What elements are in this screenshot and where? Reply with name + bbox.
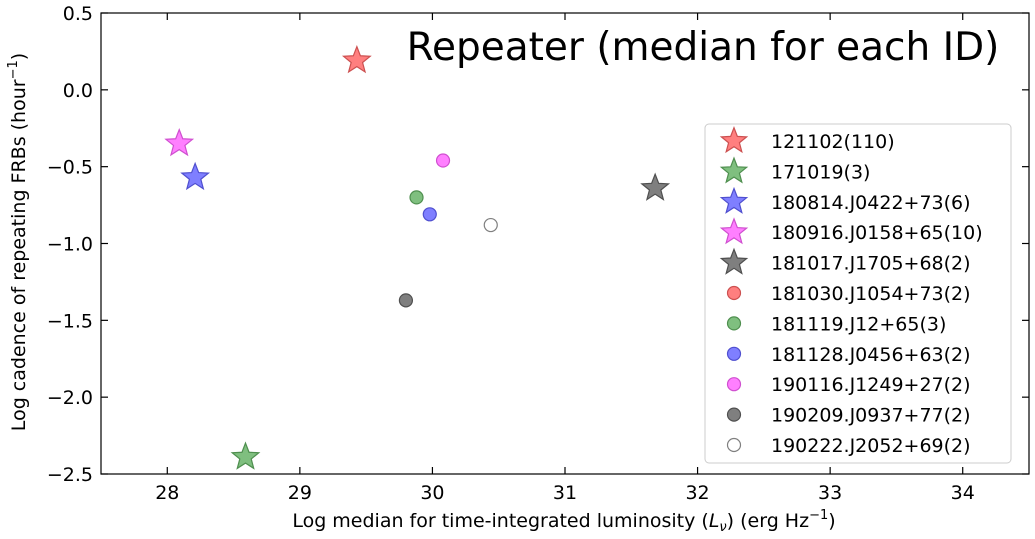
star-point [640, 172, 671, 201]
x-tick-label: 31 [553, 482, 577, 504]
legend: 121102(110) 171019(3) 180814.J0422+73(6) 18… [704, 123, 1012, 464]
legend-marker [726, 316, 742, 331]
circle-point [398, 293, 414, 308]
legend-marker [726, 407, 742, 422]
legend-marker [726, 437, 742, 453]
x-tick-label: 28 [155, 482, 179, 504]
legend-label: 181119.J12+65(3) [771, 313, 946, 335]
legend-marker [726, 285, 742, 301]
y-tick-label: 0.5 [63, 3, 93, 25]
legend-label: 121102(110) [771, 131, 895, 153]
circle-point [409, 190, 424, 205]
y-tick-label: −2.5 [47, 464, 93, 486]
y-tick-label: −2.0 [47, 387, 93, 409]
x-tick-label: 30 [420, 482, 444, 504]
y-axis: 0.5 0.0 −0.5 −1.0 −1.5 −2.0 −2.5 [47, 3, 1029, 486]
circle-point [483, 217, 498, 233]
y-axis-label: Log cadence of repeating FRBs (hour−1) [6, 53, 30, 431]
legend-marker [719, 186, 749, 214]
x-tick-label: 29 [288, 482, 312, 504]
legend-label: 190222.J2052+69(2) [771, 435, 971, 457]
star-point [180, 161, 211, 191]
legend-label: 181017.J1705+68(2) [771, 253, 971, 275]
x-tick-label: 34 [951, 482, 975, 504]
circle-point [422, 207, 437, 222]
y-tick-label: −1.5 [47, 310, 93, 332]
legend-marker [719, 217, 749, 245]
legend-marker [719, 156, 749, 184]
legend-label: 180814.J0422+73(6) [771, 192, 971, 214]
chart-title: Repeater (median for each ID) [407, 25, 1000, 70]
x-axis: 28 29 30 31 32 33 34 [155, 13, 975, 504]
y-tick-label: 0.0 [63, 80, 93, 102]
x-axis-label: Log median for time-integrated luminosit… [292, 508, 835, 535]
star-point [164, 127, 195, 157]
legend-label: 171019(3) [771, 161, 870, 183]
legend-label: 181128.J0456+63(2) [771, 344, 971, 366]
circle-point [435, 153, 451, 168]
y-tick-label: −0.5 [47, 157, 93, 179]
legend-marker [726, 377, 742, 392]
legend-label: 180916.J0158+65(10) [771, 222, 983, 244]
legend-box [704, 123, 1012, 464]
legend-marker [726, 346, 742, 361]
star-point [341, 44, 372, 74]
y-tick-label: −1.0 [47, 234, 93, 256]
legend-marker [719, 247, 749, 275]
data-points [164, 44, 671, 470]
legend-label: 190116.J1249+27(2) [771, 374, 971, 396]
star-point [230, 441, 261, 470]
x-tick-label: 33 [818, 482, 842, 504]
legend-marker [719, 126, 749, 154]
legend-label: 181030.J1054+73(2) [771, 283, 971, 305]
x-tick-label: 32 [685, 482, 709, 504]
legend-label: 190209.J0937+77(2) [771, 405, 971, 427]
